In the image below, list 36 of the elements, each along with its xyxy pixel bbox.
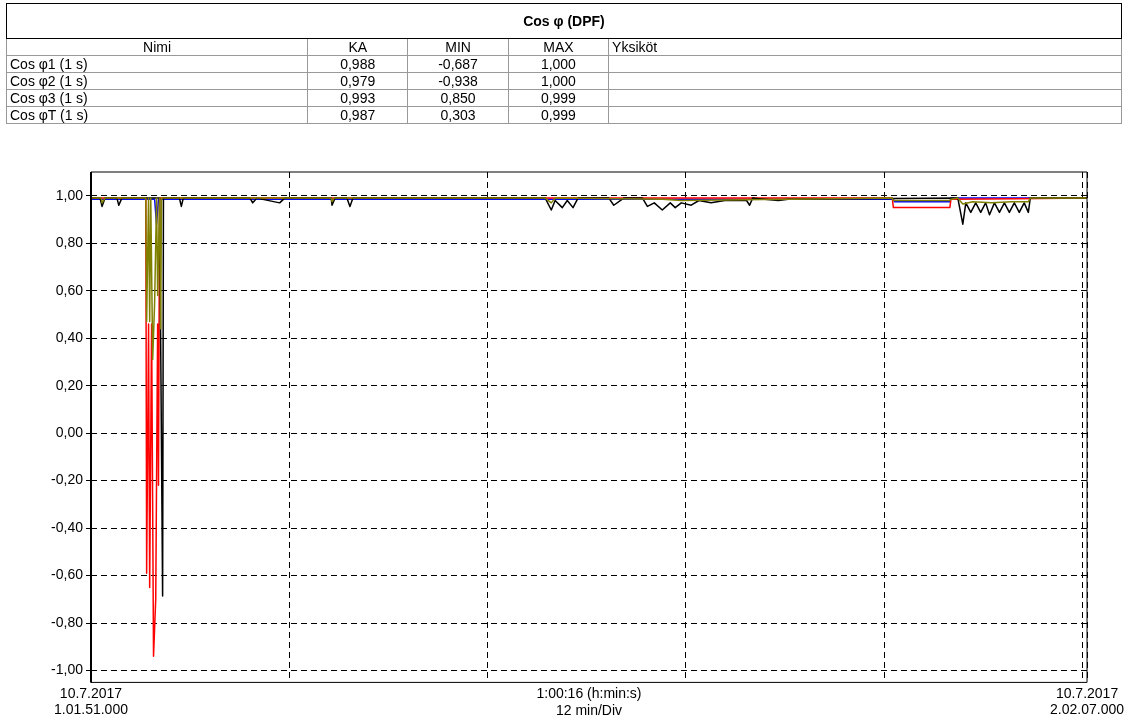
text: 0,993 bbox=[307, 89, 408, 107]
text: Cos φ2 (1 s) bbox=[6, 72, 308, 90]
text: 0,850 bbox=[407, 89, 509, 107]
text: MIN bbox=[407, 38, 509, 56]
text: Cos φ1 (1 s) bbox=[6, 55, 308, 73]
y-tick-label: -0,40 bbox=[51, 518, 84, 535]
y-tick-label: -0,60 bbox=[51, 566, 84, 583]
y-tick-label: 0,20 bbox=[55, 376, 84, 393]
text: MAX bbox=[508, 38, 609, 56]
text: 1,000 bbox=[508, 72, 609, 90]
text: 0,999 bbox=[508, 89, 609, 107]
y-tick-label: 1,00 bbox=[55, 186, 84, 203]
text: Yksiköt bbox=[608, 38, 1122, 56]
text: 0,303 bbox=[407, 106, 509, 124]
text: -0,687 bbox=[407, 55, 509, 73]
text: KA bbox=[307, 38, 408, 56]
y-tick-label: 0,80 bbox=[55, 234, 84, 251]
x-axis-title: 1:00:16 (h:min:s) 12 min/Div bbox=[536, 685, 642, 719]
y-tick-label: -0,80 bbox=[51, 613, 84, 630]
text: 0,987 bbox=[307, 106, 408, 124]
text: 0,999 bbox=[508, 106, 609, 124]
text: 0,988 bbox=[307, 55, 408, 73]
x-tick-label: 10.7.2017 2.02.07.000 bbox=[1050, 684, 1125, 718]
x-tick-label: 10.7.2017 1.01.51.000 bbox=[54, 684, 129, 718]
text: 0,979 bbox=[307, 72, 408, 90]
text: -0,938 bbox=[407, 72, 509, 90]
text: Cos φT (1 s) bbox=[6, 106, 308, 124]
y-tick-label: 0,60 bbox=[55, 281, 84, 298]
text: 1,000 bbox=[508, 55, 609, 73]
y-tick-label: -1,00 bbox=[51, 661, 84, 678]
chart-title: Cos φ (DPF) bbox=[6, 3, 1122, 39]
y-tick-label: -0,20 bbox=[51, 471, 84, 488]
y-tick-label: 0,00 bbox=[55, 423, 84, 440]
text: Cos φ3 (1 s) bbox=[6, 89, 308, 107]
y-tick-label: 0,40 bbox=[55, 329, 84, 346]
text: Nimi bbox=[6, 38, 308, 56]
